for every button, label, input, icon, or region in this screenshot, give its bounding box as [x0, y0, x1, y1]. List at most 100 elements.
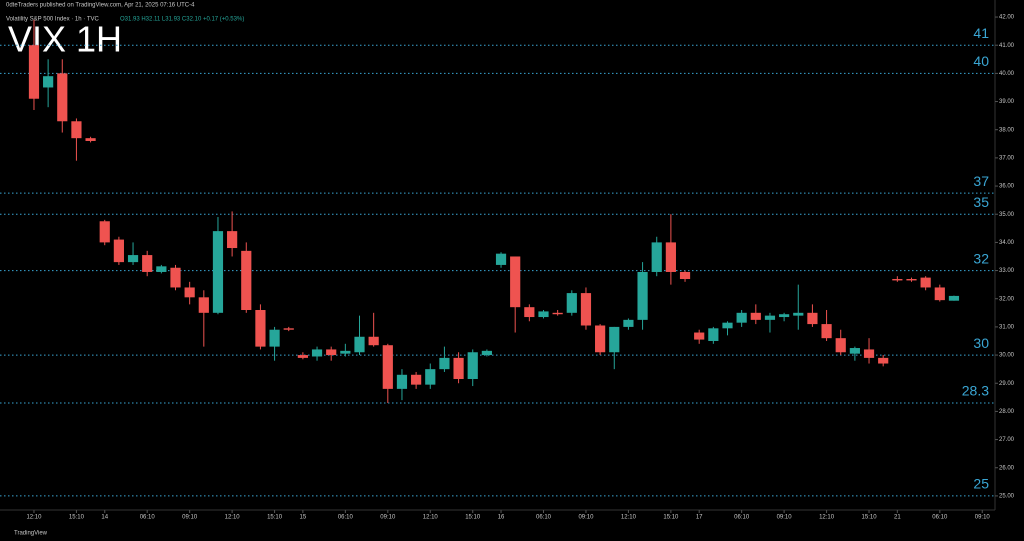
candle-body	[679, 271, 691, 280]
candle-body	[184, 287, 195, 298]
candle-body	[43, 76, 54, 88]
candle-body	[793, 312, 804, 316]
x-tick-label: 09:10	[380, 515, 396, 521]
candle-body	[835, 338, 846, 353]
candle-body	[694, 332, 705, 340]
candle-body	[595, 325, 606, 353]
y-tick-label: 26.00	[999, 465, 1015, 471]
candle-body	[425, 369, 436, 385]
footer: TradingView	[14, 531, 48, 537]
x-tick-label: 15:10	[69, 515, 85, 521]
x-tick-label: 06:10	[734, 515, 750, 521]
x-tick-label: 09:10	[975, 515, 991, 521]
x-tick-label: 17	[696, 515, 703, 521]
x-tick-label: 09:10	[777, 515, 793, 521]
candle-body	[920, 277, 931, 288]
candle-body	[637, 271, 648, 320]
candle-body	[495, 253, 507, 265]
candle-body	[863, 349, 875, 358]
y-tick-label: 32.00	[999, 296, 1015, 302]
candle-body	[354, 336, 365, 353]
y-tick-label: 36.00	[999, 184, 1015, 190]
candle-body	[85, 138, 96, 141]
level-label: 41	[973, 25, 989, 41]
candle-body	[127, 255, 139, 263]
candle-body	[368, 336, 379, 346]
y-tick-label: 42.00	[999, 15, 1015, 21]
candle-body	[340, 350, 351, 354]
candle-body	[326, 349, 337, 356]
candle-body	[467, 352, 478, 380]
x-tick-label: 12:10	[26, 515, 42, 521]
level-label: 32	[973, 250, 989, 266]
candle-body	[382, 345, 393, 389]
y-tick-label: 35.00	[999, 212, 1015, 218]
y-tick-label: 38.00	[999, 127, 1015, 133]
x-tick-label: 15:10	[862, 515, 878, 521]
candle-body	[807, 312, 818, 325]
level-label: 30	[973, 335, 989, 351]
candle-body	[255, 310, 266, 347]
candle-body	[113, 239, 124, 263]
candle-body	[227, 231, 238, 249]
x-tick-label: 14	[101, 515, 108, 521]
candle-body	[212, 231, 224, 313]
candle-body	[906, 279, 917, 281]
y-tick-label: 37.00	[999, 155, 1015, 161]
candle-body	[241, 250, 252, 310]
ohlc-legend: O31.93 H32.11 L31.93 C32.10 +0.17 (+0.53…	[120, 17, 244, 23]
candle-body	[538, 311, 549, 318]
y-tick-label: 39.00	[999, 99, 1015, 105]
x-tick-label: 21	[894, 515, 901, 521]
candle-body	[708, 328, 719, 341]
candle-body	[623, 319, 634, 327]
level-label: 28.3	[962, 383, 989, 399]
x-tick-label: 12:10	[621, 515, 637, 521]
candle-body	[28, 45, 40, 99]
y-tick-label: 28.00	[999, 409, 1015, 415]
x-tick-label: 12:10	[423, 515, 439, 521]
x-tick-label: 15	[300, 515, 307, 521]
y-tick-label: 33.00	[999, 268, 1015, 274]
x-tick-label: 12:10	[819, 515, 835, 521]
candle-body	[934, 287, 945, 301]
candle-body	[821, 324, 832, 339]
candle-body	[892, 279, 903, 281]
candle-body	[651, 242, 662, 272]
candle-body	[439, 357, 450, 370]
candle-body	[764, 315, 776, 320]
candle-body	[396, 374, 408, 389]
candle-body	[142, 255, 153, 272]
y-tick-label: 34.00	[999, 240, 1015, 246]
candle-body	[524, 307, 535, 318]
candle-body	[736, 312, 747, 323]
symbol: Volatility S&P 500 Index · 1h · TVC	[6, 17, 99, 23]
level-label: 35	[973, 194, 989, 210]
level-label: 37	[973, 173, 989, 189]
candle-body	[453, 357, 464, 380]
level-label: 25	[973, 476, 989, 492]
candle-body	[609, 326, 620, 353]
candle-body	[283, 328, 294, 330]
y-tick-label: 27.00	[999, 437, 1015, 443]
x-tick-label: 06:10	[140, 515, 156, 521]
y-tick-label: 41.00	[999, 43, 1015, 49]
candle-body	[198, 297, 209, 313]
x-tick-label: 15:10	[465, 515, 481, 521]
candle-body	[510, 256, 521, 308]
level-label: 40	[973, 53, 989, 69]
candle-body	[411, 374, 422, 385]
candle-body	[722, 322, 733, 329]
x-tick-label: 06:10	[338, 515, 354, 521]
candle-body	[297, 355, 308, 358]
candle-body	[849, 348, 860, 354]
candle-body	[580, 293, 592, 326]
candle-body	[878, 357, 889, 364]
x-tick-label: 12:10	[225, 515, 241, 521]
candle-body	[71, 121, 82, 139]
candle-body	[750, 312, 761, 320]
candle-body	[779, 314, 790, 318]
candle-body	[665, 242, 676, 272]
candle-body	[481, 350, 492, 356]
